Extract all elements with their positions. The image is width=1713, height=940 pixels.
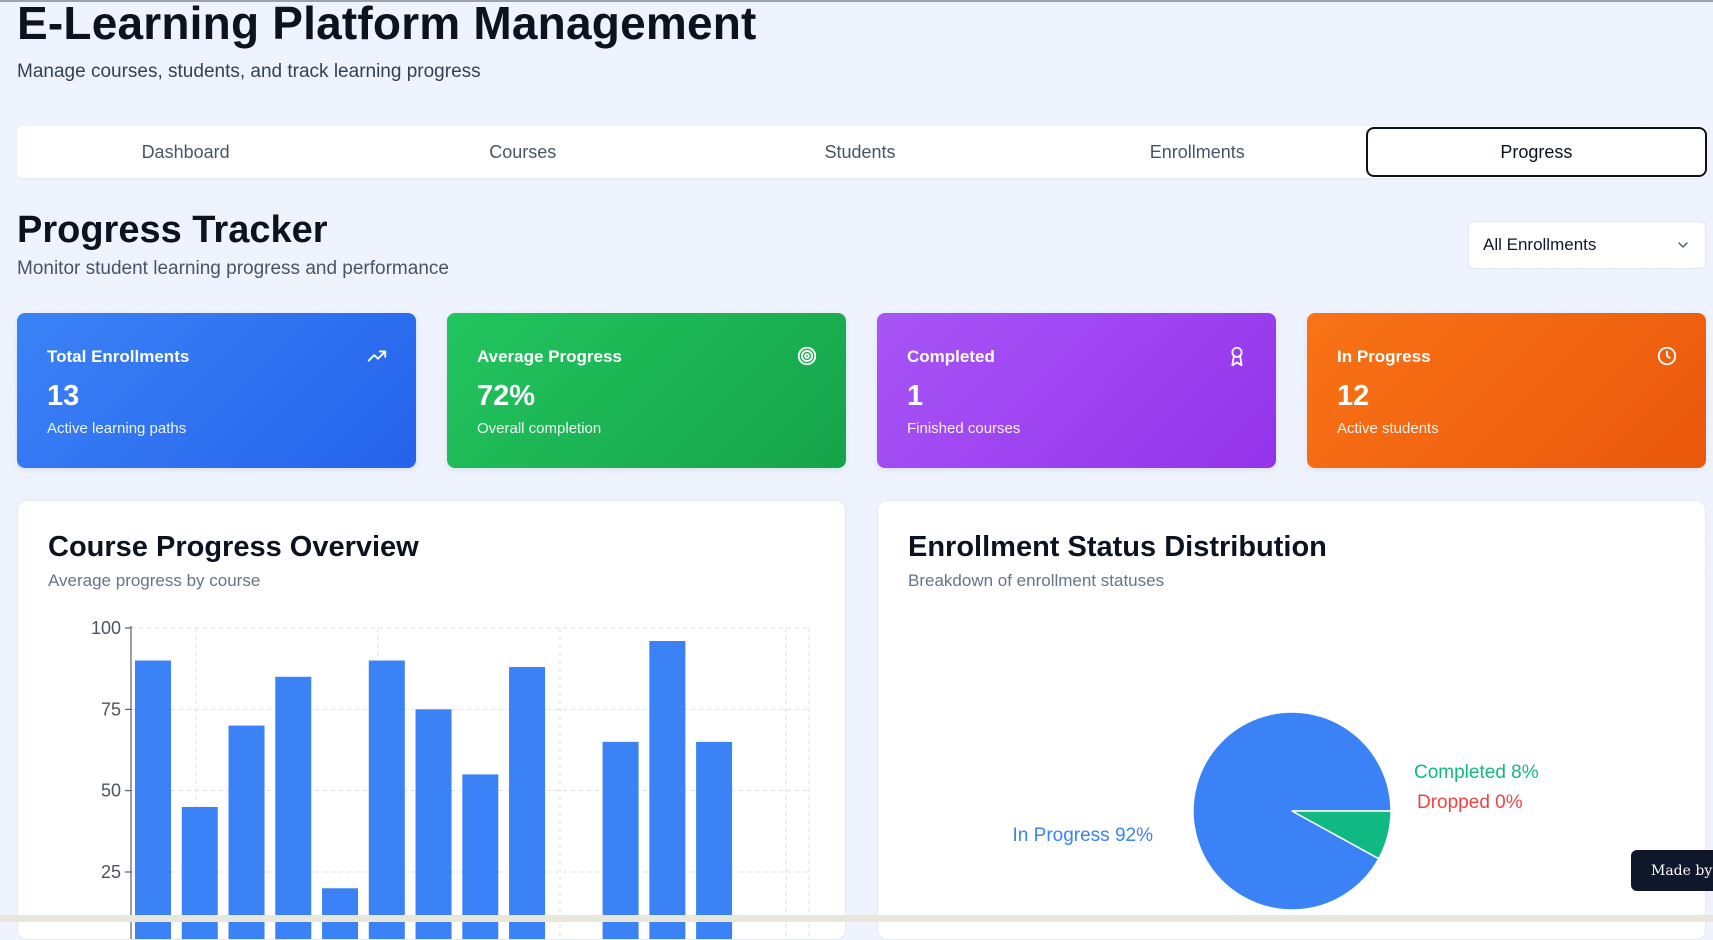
y-tick-label: 25 — [101, 862, 121, 882]
made-by-badge[interactable]: Made by — [1631, 850, 1713, 891]
stat-value: 72% — [477, 380, 536, 412]
bar — [415, 709, 452, 939]
stat-label: Completed — [907, 347, 995, 366]
stat-card-completed: Completed 1 Finished courses — [877, 313, 1276, 468]
stat-card-average-progress: Average Progress 72% Overall completion — [447, 313, 846, 468]
pie-label: Completed 8% — [1414, 762, 1539, 783]
stat-label: In Progress — [1337, 347, 1431, 366]
tab-dashboard[interactable]: Dashboard — [141, 141, 230, 162]
enrollment-status-pie-chart: In Progress 92% Completed 8% Dropped 0% — [1013, 711, 1539, 911]
stat-card-total-enrollments: Total Enrollments 13 Active learning pat… — [17, 313, 416, 468]
stat-note: Active learning paths — [47, 420, 187, 437]
app-subtitle: Manage courses, students, and track lear… — [17, 61, 481, 82]
bar — [228, 725, 265, 939]
course-progress-subtitle: Average progress by course — [48, 571, 261, 590]
bar — [462, 774, 499, 939]
course-progress-bar-chart: 25 50 75 100 — [91, 618, 810, 939]
stat-note: Active students — [1337, 420, 1439, 437]
trending-up-icon — [367, 350, 387, 362]
stat-value: 13 — [47, 380, 80, 412]
stat-note: Overall completion — [477, 420, 602, 437]
enrollment-status-panel: Enrollment Status Distribution Breakdown… — [877, 500, 1706, 940]
app-title: E-Learning Platform Management — [17, 0, 757, 49]
enrollment-status-subtitle: Breakdown of enrollment statuses — [908, 571, 1165, 590]
enrollment-status-title: Enrollment Status Distribution — [908, 531, 1327, 563]
target-icon — [797, 346, 817, 366]
main-tabs: Dashboard Courses Students Enrollments P… — [17, 126, 1708, 178]
stat-value: 12 — [1337, 380, 1370, 412]
bar — [696, 741, 733, 939]
clock-icon — [1657, 346, 1677, 366]
tab-courses[interactable]: Courses — [489, 141, 557, 162]
bar — [275, 676, 312, 939]
chevron-down-icon — [1678, 242, 1688, 248]
bar — [135, 660, 171, 939]
stat-label: Total Enrollments — [47, 347, 190, 366]
section-title: Progress Tracker — [17, 209, 328, 251]
stat-label: Average Progress — [477, 347, 622, 366]
pie-slice — [1291, 810, 1392, 860]
bar — [368, 660, 405, 939]
stat-note: Finished courses — [907, 420, 1021, 437]
award-icon — [1231, 346, 1243, 367]
stat-value: 1 — [907, 380, 924, 412]
bar — [602, 741, 639, 939]
y-tick-label: 100 — [91, 618, 121, 638]
section-subtitle: Monitor student learning progress and pe… — [17, 258, 449, 279]
pie-label: Dropped 0% — [1417, 792, 1523, 813]
tab-students[interactable]: Students — [824, 141, 896, 162]
bottom-strip — [0, 915, 1713, 922]
enrollment-filter-select[interactable]: All Enrollments — [1468, 221, 1706, 269]
y-tick-label: 50 — [101, 781, 121, 801]
y-tick-label: 75 — [101, 699, 121, 719]
tab-progress[interactable]: Progress — [1365, 127, 1708, 177]
tab-enrollments[interactable]: Enrollments — [1149, 141, 1245, 162]
course-progress-title: Course Progress Overview — [48, 531, 419, 563]
bar — [649, 641, 686, 939]
course-progress-panel: Course Progress Overview Average progres… — [17, 500, 846, 940]
stat-card-in-progress: In Progress 12 Active students — [1307, 313, 1706, 468]
pie-label: In Progress 92% — [1013, 825, 1154, 846]
bar — [509, 667, 546, 939]
enrollment-filter-value: All Enrollments — [1483, 235, 1597, 254]
